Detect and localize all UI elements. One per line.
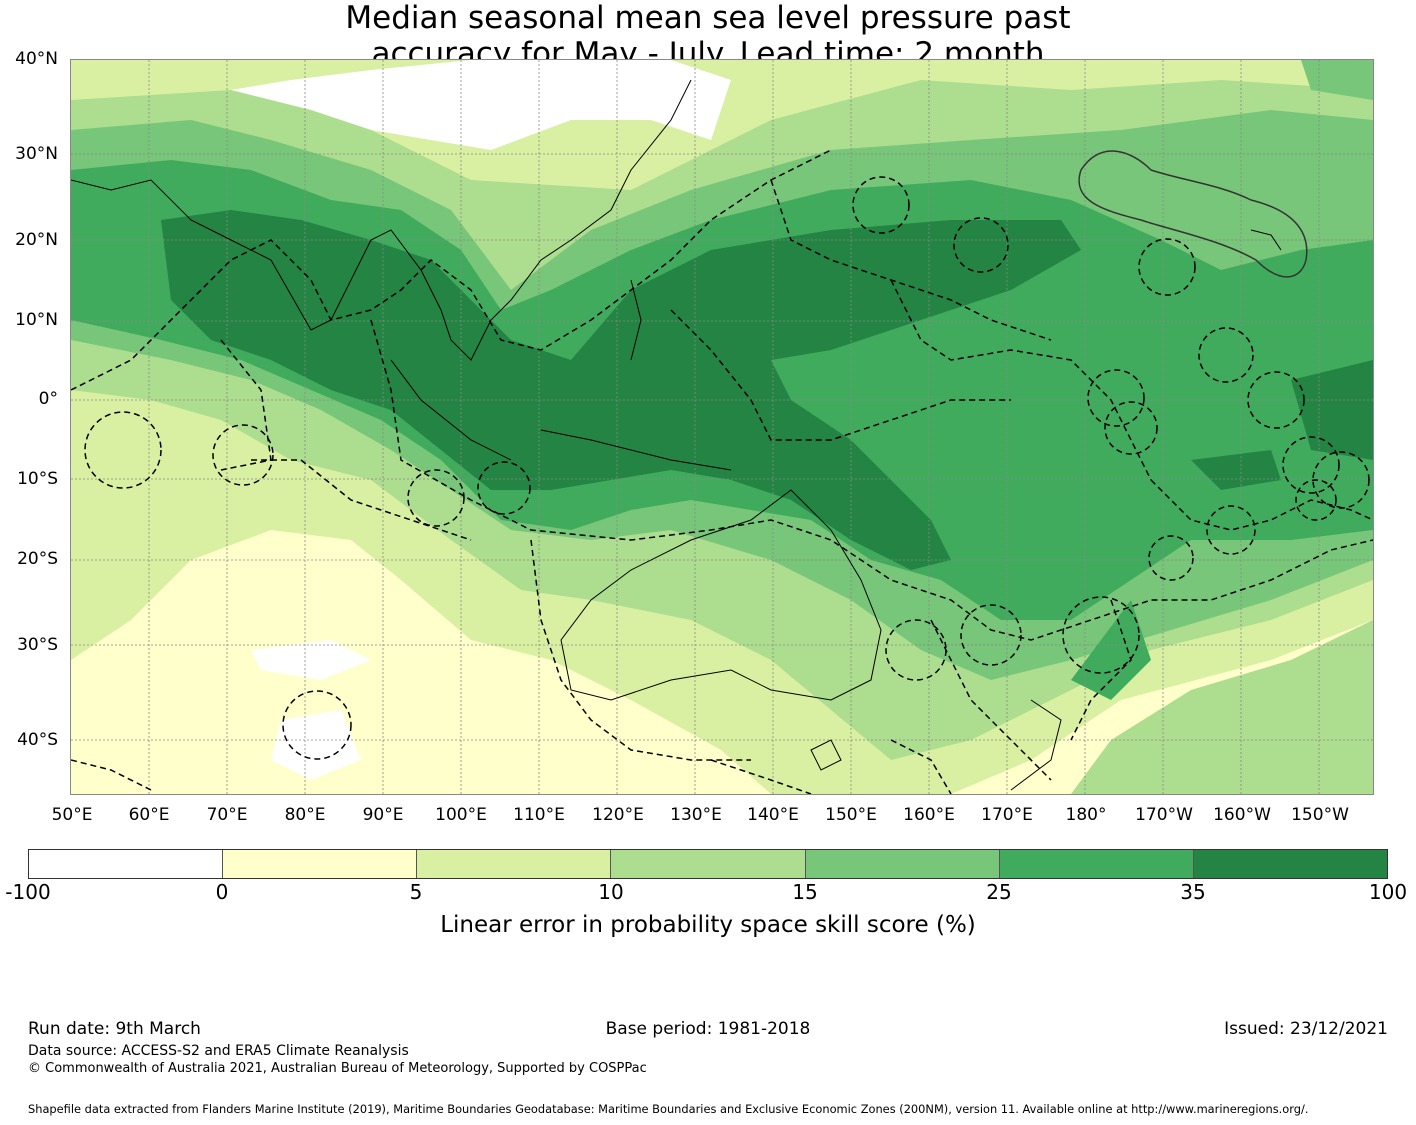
colorbar-tick: 15 — [792, 880, 818, 904]
lon-label-80e: 80°E — [284, 805, 326, 825]
lat-label-40n: 40°N — [15, 49, 58, 69]
lon-label-90e: 90°E — [362, 805, 404, 825]
eez-circles — [84, 176, 1370, 760]
colorbar-segment — [29, 850, 224, 878]
colorbar-tick: 100 — [1368, 880, 1408, 904]
copyright: © Commonwealth of Australia 2021, Austra… — [28, 1061, 647, 1076]
colorbar-label: Linear error in probability space skill … — [440, 912, 976, 938]
lon-label-170w: 170°W — [1135, 805, 1193, 825]
colorbar-tick: 10 — [598, 880, 624, 904]
colorbar-tick: 0 — [215, 880, 229, 904]
lat-label-20s: 20°S — [17, 549, 58, 569]
data-source: Data source: ACCESS-S2 and ERA5 Climate … — [28, 1043, 409, 1059]
colorbar-tick: 35 — [1180, 880, 1206, 904]
lon-label-50e: 50°E — [51, 805, 93, 825]
coastlines — [71, 79, 1282, 791]
colorbar-segment — [999, 850, 1194, 878]
skill-regions-negative — [231, 60, 731, 780]
colorbar-segment — [417, 850, 612, 878]
lat-label-20n: 20°N — [15, 230, 58, 250]
lon-label-160w: 160°W — [1213, 805, 1271, 825]
colorbar-segment — [223, 850, 418, 878]
lat-label-10n: 10°N — [15, 310, 58, 330]
lon-label-110e: 110°E — [513, 805, 565, 825]
eez-hawaii — [1078, 150, 1308, 278]
eez-boundaries — [71, 149, 1373, 794]
lon-label-150w: 150°W — [1291, 805, 1349, 825]
issued-date: Issued: 23/12/2021 — [1224, 1019, 1388, 1039]
map-canvas — [71, 60, 1373, 794]
lat-label-equator: 0° — [38, 389, 58, 409]
colorbar-tick: 5 — [409, 880, 423, 904]
lon-label-140e: 140°E — [747, 805, 799, 825]
graticule — [71, 60, 1373, 794]
shapefile-note: Shapefile data extracted from Flanders M… — [28, 1102, 1309, 1116]
map-title-line-1: Median seasonal mean sea level pressure … — [345, 0, 1071, 36]
lon-label-120e: 120°E — [592, 805, 644, 825]
lon-label-170e: 170°E — [981, 805, 1033, 825]
lat-label-30n: 30°N — [15, 144, 58, 164]
lon-label-160e: 160°E — [903, 805, 955, 825]
lat-label-30s: 30°S — [17, 635, 58, 655]
lon-label-150e: 150°E — [825, 805, 877, 825]
lon-label-70e: 70°E — [206, 805, 248, 825]
skill-score-map — [70, 59, 1374, 795]
colorbar-tick: -100 — [5, 880, 51, 904]
lat-label-10s: 10°S — [17, 469, 58, 489]
lon-label-100e: 100°E — [435, 805, 487, 825]
colorbar-segment — [805, 850, 1000, 878]
lon-label-60e: 60°E — [128, 805, 170, 825]
lon-label-130e: 130°E — [670, 805, 722, 825]
colorbar-segment — [611, 850, 806, 878]
lat-label-40s: 40°S — [17, 730, 58, 750]
run-date: Run date: 9th March — [28, 1019, 201, 1039]
colorbar-segment — [1193, 850, 1387, 878]
colorbar-tick: 25 — [986, 880, 1012, 904]
lon-label-180: 180° — [1065, 805, 1107, 825]
colorbar — [28, 849, 1388, 879]
base-period: Base period: 1981-2018 — [605, 1019, 811, 1039]
